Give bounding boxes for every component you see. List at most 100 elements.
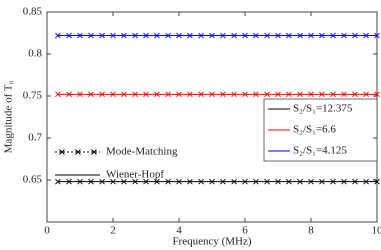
series-marker	[132, 178, 138, 185]
x-tick-label: 0	[44, 225, 50, 237]
series-marker	[88, 91, 94, 98]
series-marker	[143, 32, 149, 39]
series-marker	[154, 91, 160, 98]
series-marker	[319, 178, 325, 185]
series-marker	[187, 32, 193, 39]
series-marker	[275, 178, 281, 185]
series-marker	[132, 32, 138, 39]
series-marker	[341, 32, 347, 39]
series-marker	[242, 178, 248, 185]
series-marker	[242, 91, 248, 98]
series-marker	[264, 178, 270, 185]
series-marker	[143, 91, 149, 98]
series-marker	[154, 178, 160, 185]
series-marker	[374, 32, 380, 39]
method-label: Wiener-Hopf	[106, 169, 164, 181]
series-marker	[286, 91, 292, 98]
series-marker	[352, 91, 358, 98]
series-marker	[176, 91, 182, 98]
series-marker	[66, 178, 72, 185]
x-tick-label: 8	[308, 225, 314, 237]
series-marker	[165, 178, 171, 185]
series-marker	[198, 32, 204, 39]
series-marker	[275, 32, 281, 39]
legend-label: S₂/S₁=12.375	[293, 103, 353, 115]
series-marker	[330, 32, 336, 39]
series-marker	[363, 178, 369, 185]
series-marker	[253, 91, 259, 98]
series-marker	[374, 178, 380, 185]
series-marker	[209, 32, 215, 39]
series-marker	[187, 91, 193, 98]
series-marker	[55, 32, 61, 39]
series-marker	[176, 178, 182, 185]
series-marker	[297, 32, 303, 39]
series-marker	[319, 32, 325, 39]
series-marker	[88, 178, 94, 185]
y-tick-label: 0.75	[23, 90, 43, 102]
y-tick-label: 0.85	[23, 6, 43, 18]
series-marker	[66, 91, 72, 98]
series-marker	[231, 32, 237, 39]
series-marker	[220, 32, 226, 39]
legend-label: S₂/S₁=6.6	[293, 124, 336, 136]
x-axis-label: Frequency (MHz)	[172, 236, 251, 248]
series-marker	[363, 32, 369, 39]
series-marker	[187, 178, 193, 185]
method-label: Mode-Matching	[106, 146, 178, 158]
series-marker	[209, 91, 215, 98]
series-marker	[319, 91, 325, 98]
x-tick-label: 10	[372, 225, 381, 237]
series-marker	[132, 91, 138, 98]
series-marker	[352, 178, 358, 185]
series-marker	[352, 32, 358, 39]
method-marker	[91, 149, 97, 155]
series-marker	[77, 178, 83, 185]
series-marker	[264, 91, 270, 98]
series-marker	[297, 91, 303, 98]
series-marker	[286, 178, 292, 185]
series-marker	[154, 32, 160, 39]
series-marker	[286, 32, 292, 39]
series-marker	[77, 91, 83, 98]
series-marker	[308, 32, 314, 39]
series-marker	[99, 91, 105, 98]
series-marker	[341, 91, 347, 98]
series-marker	[220, 178, 226, 185]
series-marker	[242, 32, 248, 39]
x-tick-label: 4	[176, 225, 182, 237]
series-marker	[363, 91, 369, 98]
series-marker	[253, 178, 259, 185]
series-marker	[121, 32, 127, 39]
series-marker	[330, 178, 336, 185]
method-marker	[75, 149, 81, 155]
series-marker	[330, 91, 336, 98]
series-marker	[341, 178, 347, 185]
series-marker	[143, 178, 149, 185]
series-marker	[231, 91, 237, 98]
y-axis-label: Magnitude of T₀	[3, 81, 15, 154]
series-marker	[231, 178, 237, 185]
series-marker	[110, 32, 116, 39]
series-marker	[165, 91, 171, 98]
series-marker	[121, 178, 127, 185]
series-marker	[198, 91, 204, 98]
series-marker	[55, 91, 61, 98]
y-tick-label: 0.65	[23, 174, 43, 186]
series-marker	[176, 32, 182, 39]
y-tick-label: 0.7	[28, 132, 42, 144]
series-marker	[198, 178, 204, 185]
x-tick-label: 6	[242, 225, 248, 237]
method-marker	[59, 149, 65, 155]
series-marker	[99, 32, 105, 39]
series-marker	[121, 91, 127, 98]
legend-label: S₂/S₁=4.125	[293, 145, 347, 157]
y-tick-label: 0.8	[28, 48, 42, 60]
series-marker	[308, 91, 314, 98]
series-marker	[374, 91, 380, 98]
series-marker	[110, 178, 116, 185]
series-marker	[275, 91, 281, 98]
series-marker	[253, 32, 259, 39]
series-marker	[220, 91, 226, 98]
